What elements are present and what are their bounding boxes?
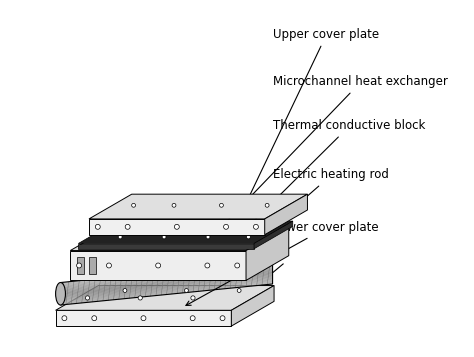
Text: Lower cover plate: Lower cover plate <box>186 221 379 306</box>
Circle shape <box>92 316 97 321</box>
Circle shape <box>265 203 269 207</box>
Circle shape <box>172 203 176 207</box>
Polygon shape <box>61 279 273 301</box>
Text: Thermal conductive block: Thermal conductive block <box>228 119 426 246</box>
Circle shape <box>132 203 136 207</box>
Circle shape <box>224 224 228 229</box>
Polygon shape <box>61 276 273 298</box>
Circle shape <box>184 288 188 292</box>
Text: Upper cover plate: Upper cover plate <box>244 28 380 208</box>
Polygon shape <box>61 275 273 297</box>
Circle shape <box>220 316 225 321</box>
Polygon shape <box>61 267 273 289</box>
Polygon shape <box>77 257 84 274</box>
Polygon shape <box>61 273 273 295</box>
Circle shape <box>162 235 166 239</box>
Circle shape <box>219 203 223 207</box>
Polygon shape <box>70 226 289 251</box>
Polygon shape <box>61 272 273 294</box>
Polygon shape <box>55 310 231 326</box>
Circle shape <box>107 263 111 268</box>
Polygon shape <box>61 281 273 303</box>
Polygon shape <box>89 219 264 235</box>
Polygon shape <box>61 266 273 288</box>
Polygon shape <box>61 273 273 295</box>
Polygon shape <box>61 269 273 291</box>
Circle shape <box>62 316 67 321</box>
Circle shape <box>206 235 210 239</box>
Polygon shape <box>61 282 273 303</box>
Polygon shape <box>55 286 274 310</box>
Polygon shape <box>231 286 274 326</box>
Polygon shape <box>61 277 273 299</box>
Circle shape <box>155 263 161 268</box>
Polygon shape <box>61 270 273 292</box>
Polygon shape <box>61 265 273 286</box>
Circle shape <box>125 224 130 229</box>
Polygon shape <box>61 264 273 286</box>
Polygon shape <box>61 283 273 305</box>
Circle shape <box>95 224 100 229</box>
Polygon shape <box>61 282 273 304</box>
Polygon shape <box>246 226 289 280</box>
Text: Electric heating rod: Electric heating rod <box>216 169 389 276</box>
Polygon shape <box>61 271 273 293</box>
Circle shape <box>191 296 195 300</box>
Polygon shape <box>264 194 308 235</box>
Text: Microchannel heat exchanger: Microchannel heat exchanger <box>219 75 448 230</box>
Circle shape <box>254 224 258 229</box>
Circle shape <box>235 263 240 268</box>
Circle shape <box>141 316 146 321</box>
Circle shape <box>123 288 127 292</box>
Polygon shape <box>78 243 254 249</box>
Circle shape <box>246 235 250 239</box>
Circle shape <box>118 235 122 239</box>
Polygon shape <box>61 280 273 302</box>
Circle shape <box>237 288 241 292</box>
Polygon shape <box>61 271 273 292</box>
Ellipse shape <box>55 282 65 305</box>
Circle shape <box>190 316 195 321</box>
Polygon shape <box>61 276 273 297</box>
Polygon shape <box>61 274 273 296</box>
Polygon shape <box>70 251 246 280</box>
Circle shape <box>85 296 90 300</box>
Polygon shape <box>61 262 273 284</box>
Polygon shape <box>89 257 96 274</box>
Polygon shape <box>89 194 308 219</box>
Circle shape <box>77 263 82 268</box>
Polygon shape <box>61 265 273 287</box>
Polygon shape <box>254 221 293 249</box>
Polygon shape <box>61 267 273 288</box>
Polygon shape <box>61 280 273 301</box>
Polygon shape <box>61 278 273 300</box>
Polygon shape <box>61 263 273 285</box>
Polygon shape <box>78 221 293 243</box>
Polygon shape <box>61 268 273 290</box>
Circle shape <box>205 263 210 268</box>
Circle shape <box>138 296 142 300</box>
Circle shape <box>174 224 179 229</box>
Polygon shape <box>61 261 273 283</box>
